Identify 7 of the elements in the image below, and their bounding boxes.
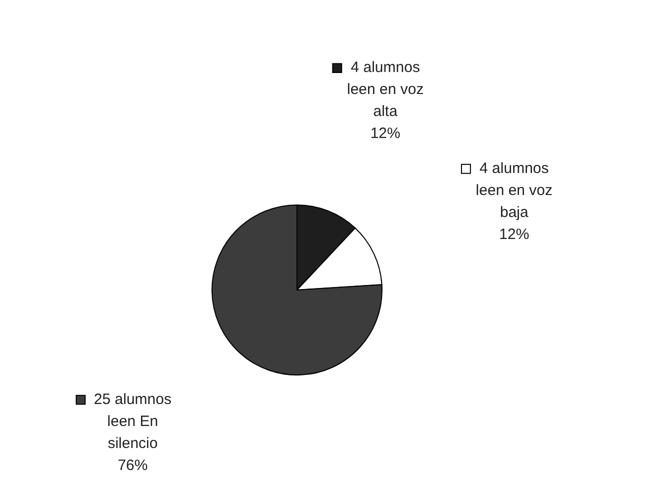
legend-label: 4 alumnos leen en voz baja: [476, 160, 553, 221]
data-label: 12%: [370, 125, 400, 142]
data-label: 76%: [118, 456, 148, 474]
legend-label: 25 alumnos leen En silencio: [94, 390, 172, 452]
legend-label: 4 alumnos leen en voz alta: [346, 59, 424, 120]
data-label: 12%: [499, 226, 530, 243]
pie-slice: [212, 204, 382, 376]
